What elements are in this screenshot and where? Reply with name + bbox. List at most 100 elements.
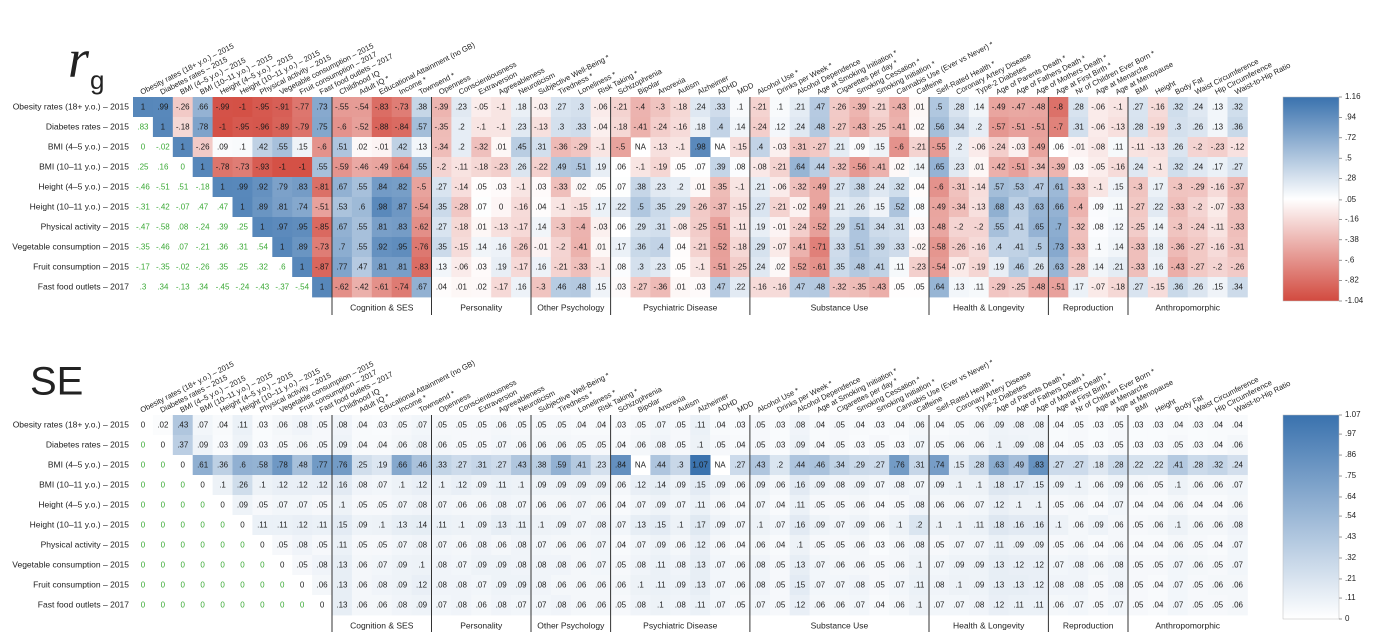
heatmap-cell — [391, 177, 412, 198]
cell-label: .13 — [336, 561, 348, 570]
cell-label: .05 — [356, 501, 368, 510]
cell-label: .1 — [239, 143, 246, 152]
cell-label: -.31 — [136, 203, 150, 212]
heatmap-cell — [988, 595, 1009, 616]
cell-label: .18 — [1152, 243, 1164, 252]
heatmap-cell — [1108, 415, 1129, 436]
heatmap-cell — [531, 177, 552, 198]
heatmap-cell — [232, 415, 253, 436]
group-label: Psychiatric Disease — [643, 302, 717, 312]
heatmap-cell — [929, 97, 950, 118]
heatmap-cell — [451, 575, 472, 596]
cell-label: .08 — [754, 561, 766, 570]
cell-label: -.49 — [375, 163, 389, 172]
heatmap-cell — [192, 475, 213, 496]
heatmap-cell — [630, 415, 651, 436]
cell-label: .1 — [916, 601, 923, 610]
heatmap-cell — [570, 415, 592, 436]
heatmap-cell — [749, 157, 771, 178]
heatmap-cell — [610, 515, 631, 536]
heatmap-cell — [272, 237, 293, 258]
heatmap-cell — [371, 157, 393, 178]
cell-label: .26 — [1192, 123, 1204, 132]
heatmap-cell — [769, 157, 791, 178]
cell-label: .19 — [496, 263, 508, 272]
heatmap-cell — [650, 415, 671, 436]
cell-label: -.07 — [773, 243, 787, 252]
heatmap-cell — [1048, 475, 1069, 496]
cell-label: .05 — [953, 421, 965, 430]
heatmap-cell — [948, 415, 970, 436]
cell-label: .07 — [933, 561, 945, 570]
cell-label: -.2 — [1193, 143, 1203, 152]
cell-label: 0 — [181, 541, 186, 550]
cell-label: .06 — [535, 441, 547, 450]
cell-label: .05 — [1152, 481, 1164, 490]
cell-label: -.21 — [614, 103, 628, 112]
heatmap-cell — [710, 97, 731, 118]
heatmap-cell — [511, 217, 532, 238]
heatmap-cell — [391, 515, 412, 536]
heatmap-cell — [769, 257, 791, 278]
cell-label: .05 — [535, 421, 547, 430]
cell-label: .07 — [575, 501, 587, 510]
cell-label: 0 — [181, 521, 186, 530]
heatmap-cell — [948, 137, 970, 158]
heatmap-cell — [371, 535, 393, 556]
heatmap-cell — [1088, 575, 1109, 596]
panel-label-subscript: g — [90, 65, 104, 95]
cell-label: .67 — [416, 283, 428, 292]
cell-label: -.37 — [275, 283, 289, 292]
heatmap-cell — [152, 575, 174, 596]
cell-label: .63 — [993, 461, 1005, 470]
cell-label: .43 — [177, 421, 189, 430]
cell-label: .07 — [436, 601, 448, 610]
cell-label: .38 — [535, 461, 547, 470]
heatmap-cell — [630, 257, 651, 278]
heatmap-cell — [670, 277, 691, 298]
heatmap-cell — [1187, 455, 1208, 476]
cell-label: .02 — [476, 283, 488, 292]
cell-label: .35 — [655, 203, 667, 212]
heatmap-cell — [769, 415, 791, 436]
cell-label: .27 — [734, 461, 746, 470]
colorbar-tick-label: 1.07 — [1345, 410, 1361, 419]
cell-label: .04 — [595, 421, 607, 430]
cell-label: .01 — [456, 283, 468, 292]
cell-label: .11 — [695, 601, 706, 610]
cell-label: .05 — [834, 541, 846, 550]
heatmap-cell — [730, 555, 751, 576]
cell-label: .78 — [277, 461, 289, 470]
cell-label: .04 — [933, 421, 945, 430]
heatmap-cell — [172, 157, 194, 178]
cell-label: .06 — [376, 601, 388, 610]
cell-label: .24 — [794, 123, 806, 132]
heatmap-cell — [232, 535, 253, 556]
cell-label: .05 — [933, 541, 945, 550]
heatmap-cell — [351, 177, 373, 198]
cell-label: .05 — [714, 441, 726, 450]
cell-label: .06 — [1053, 143, 1065, 152]
cell-label: .05 — [874, 561, 886, 570]
cell-label: .05 — [913, 283, 925, 292]
heatmap-cell — [172, 455, 194, 476]
cell-label: .15 — [1033, 481, 1045, 490]
cell-label: .05 — [476, 183, 488, 192]
cell-label: .16 — [157, 163, 169, 172]
cell-label: .13 — [1013, 581, 1025, 590]
heatmap-cell — [232, 157, 253, 178]
heatmap-cell — [152, 455, 174, 476]
cell-label: .08 — [913, 203, 925, 212]
cell-label: -.07 — [1211, 203, 1225, 212]
cell-label: .82 — [396, 183, 408, 192]
heatmap-cell — [292, 237, 313, 258]
heatmap-cell — [1167, 475, 1189, 496]
heatmap-cell — [1108, 157, 1129, 178]
heatmap-cell — [829, 535, 850, 556]
heatmap-cell — [371, 415, 393, 436]
cell-label: -.4 — [1074, 203, 1084, 212]
cell-label: -.27 — [1191, 263, 1205, 272]
cell-label: .04 — [1192, 501, 1204, 510]
cell-label: .06 — [555, 541, 567, 550]
cell-label: 0 — [181, 601, 186, 610]
